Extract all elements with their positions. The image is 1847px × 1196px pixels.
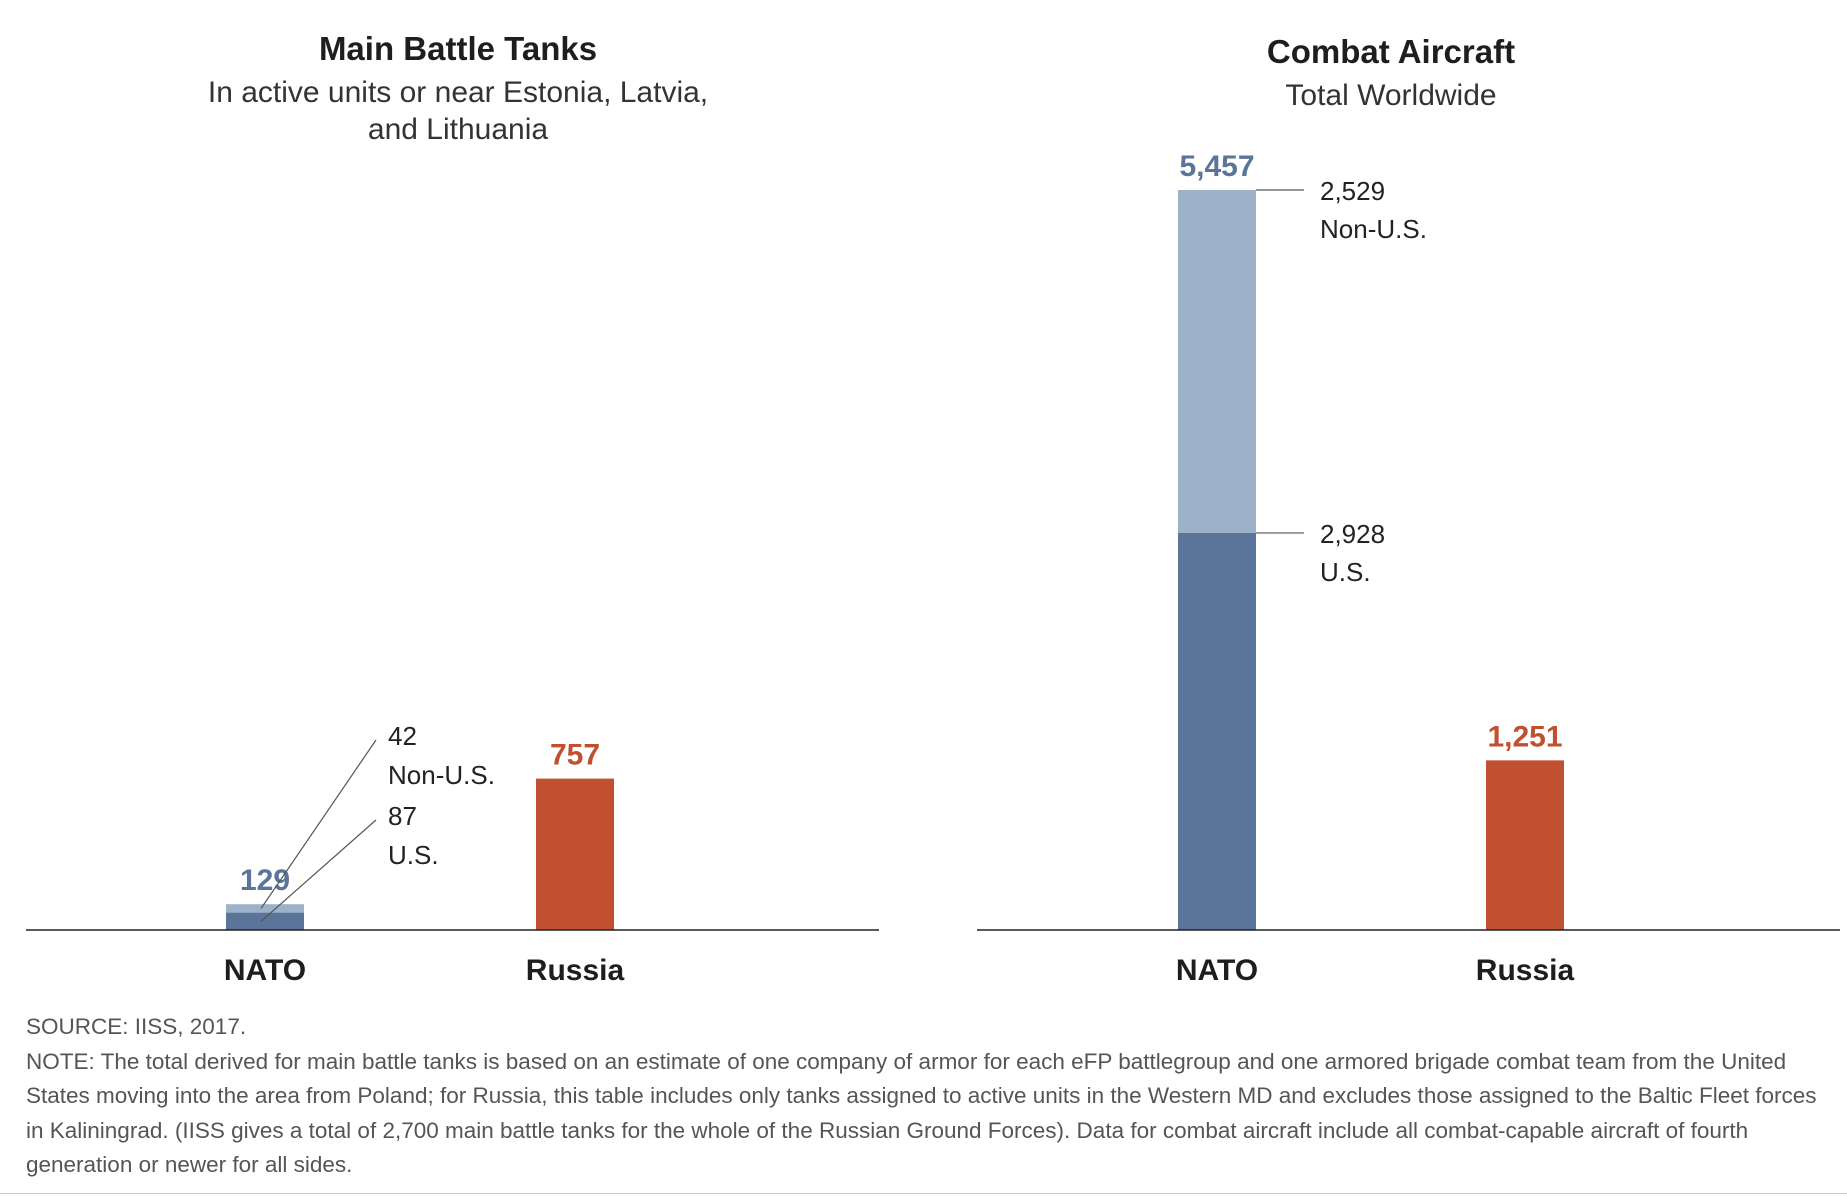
- value-label-aircraft-us: 2,928: [1320, 519, 1385, 549]
- note-text: NOTE: The total derived for main battle …: [26, 1048, 1817, 1178]
- chart-subtitle-tanks-2: and Lithuania: [368, 113, 548, 146]
- leader-line-tanks-us: [260, 819, 377, 922]
- bar-aircraft-nato-nonus: [1178, 190, 1256, 533]
- notes-block: SOURCE: IISS, 2017. NOTE: The total deri…: [26, 1010, 1826, 1183]
- bar-aircraft-russia-russia: [1486, 760, 1564, 930]
- category-label-tanks-nato: NATO: [224, 954, 306, 987]
- chart-tanks: Main Battle Tanks In active units or near…: [26, 30, 879, 987]
- chart-title-aircraft: Combat Aircraft: [1267, 33, 1515, 70]
- leader-line-tanks-nonus: [260, 739, 377, 909]
- category-label-tanks-russia: Russia: [526, 954, 625, 987]
- bar-tanks-nato-us: [226, 912, 304, 930]
- bar-aircraft-nato-us: [1178, 532, 1256, 930]
- series-label-tanks-us: U.S.: [388, 840, 439, 870]
- charts-canvas: Main Battle Tanks In active units or near…: [26, 30, 1840, 987]
- value-label-aircraft-nonus: 2,529: [1320, 176, 1385, 206]
- source-text: SOURCE: IISS, 2017.: [26, 1014, 247, 1039]
- total-label-aircraft-nato: 5,457: [1179, 150, 1254, 183]
- chart-aircraft: Combat Aircraft Total Worldwide 5,457 NATO 2…: [977, 33, 1840, 987]
- category-label-aircraft-nato: NATO: [1176, 954, 1258, 987]
- series-label-tanks-nonus: Non-U.S.: [388, 760, 495, 790]
- total-label-aircraft-russia: 1,251: [1487, 720, 1562, 753]
- series-label-aircraft-nonus: Non-U.S.: [1320, 214, 1427, 244]
- bar-tanks-russia-russia: [536, 778, 614, 930]
- bottom-divider: [0, 1193, 1847, 1194]
- bar-tanks-nato-nonus: [226, 904, 304, 913]
- chart-subtitle-aircraft-1: Total Worldwide: [1285, 79, 1496, 112]
- series-label-aircraft-us: U.S.: [1320, 557, 1371, 587]
- total-label-tanks-russia: 757: [550, 739, 600, 772]
- chart-title-tanks: Main Battle Tanks: [319, 30, 597, 67]
- chart-subtitle-tanks-1: In active units or near Estonia, Latvia,: [208, 76, 708, 109]
- value-label-tanks-us: 87: [388, 801, 417, 831]
- total-label-tanks-nato: 129: [240, 864, 290, 897]
- category-label-aircraft-russia: Russia: [1476, 954, 1575, 987]
- value-label-tanks-nonus: 42: [388, 721, 417, 751]
